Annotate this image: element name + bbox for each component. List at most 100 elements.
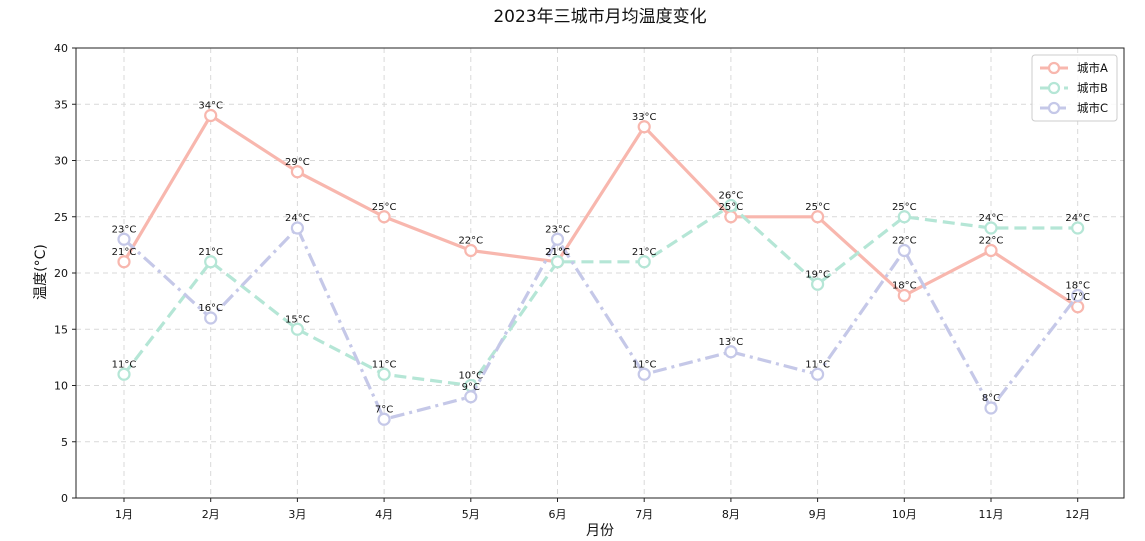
data-label: 19°C — [805, 269, 830, 280]
data-labels: 21°C 34°C 29°C 25°C 22°C 21°C 33°C 25°C 25°C 18°C… — [112, 101, 1090, 416]
data-label: 25°C — [372, 202, 397, 213]
series-line — [122, 226, 1079, 421]
data-label: 25°C — [805, 202, 830, 213]
data-point — [464, 243, 478, 258]
data-label: 8°C — [982, 393, 1000, 404]
data-point — [1071, 288, 1085, 303]
x-tick-label: 12月 — [1065, 508, 1090, 521]
y-tick-label: 40 — [54, 42, 68, 55]
data-label: 21°C — [632, 247, 657, 258]
data-label: 25°C — [719, 202, 744, 213]
data-label: 21°C — [112, 247, 137, 258]
y-tick-label: 10 — [54, 380, 68, 393]
data-label: 21°C — [545, 247, 570, 258]
data-point — [637, 367, 651, 381]
data-label: 10°C — [458, 371, 483, 382]
y-tick-label: 25 — [54, 211, 68, 224]
y-tick-label: 20 — [54, 267, 68, 280]
data-point — [984, 401, 998, 415]
series-line — [122, 203, 1078, 388]
y-tick-label: 30 — [54, 155, 68, 168]
data-label: 9°C — [462, 382, 480, 393]
data-label: 22°C — [979, 236, 1004, 247]
data-point — [637, 120, 651, 134]
data-label: 21°C — [198, 247, 223, 258]
x-tick-label: 7月 — [635, 508, 653, 521]
data-label: 17°C — [1065, 292, 1090, 303]
data-label: 29°C — [285, 157, 310, 168]
y-tick-label: 15 — [54, 323, 68, 336]
data-point — [724, 198, 738, 213]
data-point — [117, 255, 131, 269]
data-point — [810, 367, 825, 381]
series-2 — [117, 198, 1085, 393]
legend-marker — [1047, 101, 1061, 115]
data-point — [984, 221, 998, 235]
y-axis-label: 温度(°C) — [33, 244, 49, 300]
legend-label: 城市C — [1077, 101, 1108, 115]
data-point — [117, 367, 131, 381]
data-point — [290, 165, 304, 179]
data-point — [724, 210, 738, 224]
data-point — [204, 311, 218, 325]
data-label: 15°C — [285, 314, 310, 325]
data-point — [810, 277, 825, 291]
data-point — [984, 243, 998, 258]
data-label: 21°C — [545, 247, 570, 258]
chart-title: 2023年三城市月均温度变化 — [493, 7, 706, 27]
legend-label: 城市B — [1077, 81, 1108, 95]
y-tick-label: 5 — [61, 436, 68, 449]
data-point — [810, 210, 825, 224]
data-point — [204, 255, 218, 269]
data-point — [550, 255, 565, 269]
data-label: 26°C — [719, 191, 744, 202]
data-label: 11°C — [112, 359, 137, 370]
legend-marker — [1047, 81, 1061, 95]
x-tick-label: 10月 — [892, 508, 917, 521]
series-3 — [117, 221, 1085, 426]
legend-marker — [1047, 61, 1061, 75]
series-line — [122, 113, 1079, 309]
data-point — [464, 390, 478, 404]
grid — [76, 47, 1124, 499]
data-point — [117, 232, 131, 246]
data-point — [724, 345, 738, 359]
data-label: 22°C — [892, 236, 917, 247]
data-label: 23°C — [112, 224, 137, 235]
data-point — [290, 322, 304, 336]
data-point — [897, 288, 911, 303]
x-axis-label: 月份 — [586, 523, 614, 539]
data-point — [377, 412, 391, 426]
y-tick-label: 0 — [61, 492, 68, 505]
data-label: 18°C — [1065, 281, 1090, 292]
data-label: 13°C — [719, 337, 744, 348]
x-tick-label: 11月 — [979, 508, 1004, 521]
data-label: 33°C — [632, 112, 657, 123]
data-label: 24°C — [979, 213, 1004, 224]
data-point — [377, 210, 391, 224]
series-1 — [117, 108, 1085, 314]
data-point — [550, 232, 565, 246]
data-label: 7°C — [375, 404, 393, 415]
data-point — [1071, 221, 1085, 235]
data-label: 24°C — [285, 213, 310, 224]
data-point — [290, 221, 304, 235]
data-point — [204, 108, 218, 123]
y-tick-label: 35 — [54, 98, 68, 111]
x-tick-label: 4月 — [375, 508, 393, 521]
data-label: 34°C — [198, 101, 223, 112]
data-point — [897, 243, 911, 258]
data-point — [637, 255, 651, 269]
x-tick-label: 3月 — [288, 508, 306, 521]
x-tick-label: 1月 — [115, 508, 133, 521]
data-label: 22°C — [458, 236, 483, 247]
x-tick-label: 2月 — [202, 508, 220, 521]
data-label: 25°C — [892, 202, 917, 213]
data-label: 11°C — [805, 359, 830, 370]
x-tick-label: 8月 — [722, 508, 740, 521]
series-layer — [117, 108, 1085, 426]
legend-label: 城市A — [1077, 61, 1108, 75]
data-label: 11°C — [632, 359, 657, 370]
data-label: 11°C — [372, 359, 397, 370]
